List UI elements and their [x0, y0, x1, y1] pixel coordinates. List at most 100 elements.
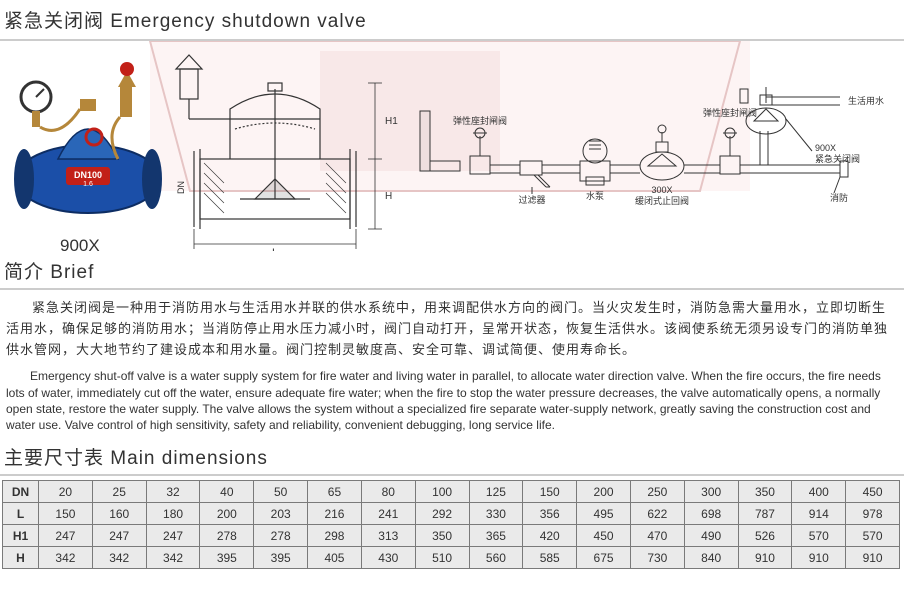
table-cell: 730	[630, 547, 684, 569]
table-row: H342342342395395405430510560585675730840…	[3, 547, 900, 569]
svg-text:缓闭式止回阀: 缓闭式止回阀	[635, 195, 689, 206]
svg-text:弹性座封闸阀: 弹性座封闸阀	[453, 115, 507, 126]
table-cell: 125	[469, 481, 523, 503]
table-cell: 20	[39, 481, 93, 503]
table-cell: 292	[415, 503, 469, 525]
table-cell: 342	[146, 547, 200, 569]
svg-text:L: L	[272, 247, 278, 251]
table-cell: 910	[738, 547, 792, 569]
table-cell: 200	[577, 481, 631, 503]
table-row: DN20253240506580100125150200250300350400…	[3, 481, 900, 503]
table-cell: 300	[684, 481, 738, 503]
dimensions-table: DN20253240506580100125150200250300350400…	[2, 480, 900, 569]
table-cell: 526	[738, 525, 792, 547]
table-cell: 298	[308, 525, 362, 547]
table-cell: 50	[254, 481, 308, 503]
brief-title-cn: 简介	[4, 262, 44, 283]
table-cell: 405	[308, 547, 362, 569]
row-label: H	[3, 547, 39, 569]
dimensions-title: 主要尺寸表 Main dimensions	[0, 439, 904, 476]
table-cell: 32	[146, 481, 200, 503]
table-cell: 241	[361, 503, 415, 525]
table-cell: 160	[92, 503, 146, 525]
row-label: L	[3, 503, 39, 525]
table-cell: 570	[846, 525, 900, 547]
table-cell: 247	[146, 525, 200, 547]
table-cell: 350	[738, 481, 792, 503]
model-label: 900X	[60, 236, 100, 256]
table-cell: 180	[146, 503, 200, 525]
table-cell: 395	[200, 547, 254, 569]
table-cell: 560	[469, 547, 523, 569]
table-cell: 80	[361, 481, 415, 503]
table-cell: 25	[92, 481, 146, 503]
table-cell: 430	[361, 547, 415, 569]
table-row: H124724724727827829831335036542045047049…	[3, 525, 900, 547]
brief-title-en: Brief	[50, 262, 94, 283]
title-en: Emergency shutdown valve	[110, 11, 366, 32]
table-cell: 278	[200, 525, 254, 547]
row-label: DN	[3, 481, 39, 503]
table-cell: 490	[684, 525, 738, 547]
table-cell: 250	[630, 481, 684, 503]
row-label: H1	[3, 525, 39, 547]
table-cell: 365	[469, 525, 523, 547]
svg-text:生活用水: 生活用水	[848, 95, 884, 106]
table-cell: 150	[39, 503, 93, 525]
svg-text:300X: 300X	[651, 185, 672, 195]
table-cell: 200	[200, 503, 254, 525]
table-cell: 247	[39, 525, 93, 547]
table-cell: 100	[415, 481, 469, 503]
svg-text:DN: DN	[176, 181, 186, 194]
svg-text:900X: 900X	[815, 143, 836, 153]
table-cell: 840	[684, 547, 738, 569]
title-cn: 紧急关闭阀	[4, 11, 104, 32]
table-cell: 914	[792, 503, 846, 525]
table-cell: 495	[577, 503, 631, 525]
table-cell: 420	[523, 525, 577, 547]
page-title: 紧急关闭阀 Emergency shutdown valve	[0, 0, 904, 41]
table-cell: 395	[254, 547, 308, 569]
table-cell: 40	[200, 481, 254, 503]
table-cell: 787	[738, 503, 792, 525]
table-cell: 450	[846, 481, 900, 503]
brief-title: 简介 Brief	[0, 253, 904, 290]
table-cell: 622	[630, 503, 684, 525]
table-cell: 330	[469, 503, 523, 525]
svg-text:过滤器: 过滤器	[518, 194, 545, 205]
table-cell: 342	[92, 547, 146, 569]
table-cell: 247	[92, 525, 146, 547]
table-cell: 675	[577, 547, 631, 569]
svg-text:紧急关闭阀: 紧急关闭阀	[815, 153, 860, 164]
table-cell: 910	[846, 547, 900, 569]
svg-text:弹性座封闸阀: 弹性座封闸阀	[703, 107, 757, 118]
table-cell: 278	[254, 525, 308, 547]
diagram-svg: DN100 1.6	[0, 41, 904, 251]
brief-text-cn: 紧急关闭阀是一种用于消防用水与生活用水并联的供水系统中，用来调配供水方向的阀门。…	[0, 290, 904, 362]
table-cell: 342	[39, 547, 93, 569]
diagram-area: DN100 1.6	[0, 41, 904, 251]
svg-text:DN100: DN100	[74, 170, 102, 180]
product-photo: DN100 1.6	[14, 62, 162, 213]
dim-title-cn: 主要尺寸表	[4, 448, 104, 469]
table-cell: 203	[254, 503, 308, 525]
table-cell: 65	[308, 481, 362, 503]
table-cell: 356	[523, 503, 577, 525]
table-cell: 585	[523, 547, 577, 569]
table-cell: 978	[846, 503, 900, 525]
table-cell: 400	[792, 481, 846, 503]
svg-text:H1: H1	[385, 116, 398, 127]
table-cell: 313	[361, 525, 415, 547]
table-cell: 216	[308, 503, 362, 525]
table-cell: 350	[415, 525, 469, 547]
svg-text:消防: 消防	[830, 192, 848, 203]
table-cell: 570	[792, 525, 846, 547]
svg-text:水泵: 水泵	[586, 190, 604, 201]
table-cell: 698	[684, 503, 738, 525]
table-row: L150160180200203216241292330356495622698…	[3, 503, 900, 525]
table-cell: 150	[523, 481, 577, 503]
dim-title-en: Main dimensions	[110, 448, 268, 469]
svg-text:H: H	[385, 191, 392, 202]
table-cell: 450	[577, 525, 631, 547]
svg-text:1.6: 1.6	[83, 181, 93, 188]
